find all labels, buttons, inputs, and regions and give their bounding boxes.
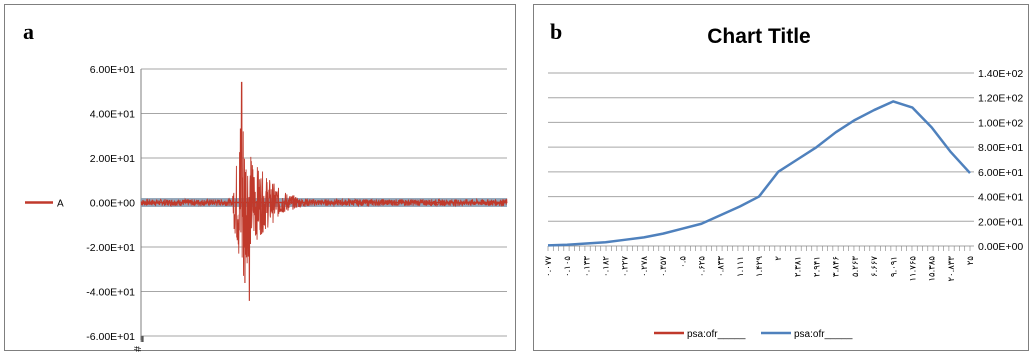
x-category-label: ۲۵	[966, 256, 976, 266]
legend-label-blue: psa:ofr_____	[794, 329, 853, 340]
x-category-label: ۰.۸۳۳	[717, 256, 727, 277]
y-tick-label: 4.00E+01	[978, 192, 1023, 204]
y-tick-label: -4.00E+01	[86, 287, 135, 299]
x-category-label: ۰.۱۰۵	[563, 256, 573, 277]
y-tick-label: 1.40E+02	[978, 68, 1023, 80]
x-category-label: ۳.۸۴۶	[832, 256, 842, 277]
y-tick-label: 4.00E+01	[90, 109, 135, 121]
x-category-label: ۱.۱۱۱	[736, 256, 746, 277]
x-category-label: ۱۱.۷۶۵	[908, 256, 918, 282]
x-category-label: ۵.۲۶۳	[851, 256, 861, 277]
y-tick-label: -6.00E+01	[86, 331, 135, 343]
y-tick-label: -2.00E+01	[86, 242, 135, 254]
y-tick-label: 0.00E+00	[90, 198, 135, 210]
x-category-label: ۱.۴۲۹	[755, 256, 765, 277]
x-category-label: ۲	[774, 256, 784, 261]
legend-label-red: psa:ofr_____	[687, 329, 746, 340]
x-category-label: ۲۰.۸۳۳	[947, 256, 957, 282]
x-category-label: ۰.۵	[678, 256, 688, 268]
x-category-label: ۰.۲۷۸	[640, 256, 650, 277]
panel-label-b: b	[550, 19, 563, 44]
waveform-chart: 6.00E+01 4.00E+01 2.00E+01 0.00E+00 -2.00E+0…	[25, 64, 508, 352]
legend-label-a: A	[57, 199, 64, 210]
series-a-line	[140, 81, 508, 301]
x-category-label: ۰.۱۸۲	[602, 256, 612, 277]
series-psa-blue-line	[547, 100, 971, 247]
psa-curve-chart: Chart Title 1.40E+02 1.20E+02 1.00E+02 8.00E…	[544, 25, 1023, 340]
x-category-label: ۰.۱۳۳	[582, 256, 592, 277]
chart-panel-b: b Chart Title 1.40E+02 1.20E+02 1.00E+02 8.0…	[533, 4, 1029, 351]
y-tick-label: 6.00E+01	[978, 167, 1023, 179]
x-tick-labels: 1,###	[132, 346, 144, 352]
x-category-label: ۰.۶۲۵	[697, 256, 707, 277]
x-category-label: ۰.۲۲۷	[621, 256, 631, 277]
x-category-label: ۰.۰۷۷	[544, 256, 554, 277]
x-category-label: ۲.۳۸۱	[793, 256, 803, 277]
y-tick-label: 6.00E+01	[90, 64, 135, 76]
x-category-label: ۰.۳۵۷	[659, 256, 669, 277]
chart-title: Chart Title	[707, 25, 810, 48]
x-category-label: ۹.۰۹۱	[889, 256, 899, 277]
x-category-label: ۲.۹۴۱	[813, 256, 823, 277]
y-tick-label: 8.00E+01	[978, 142, 1023, 154]
y-tick-label: 2.00E+01	[90, 153, 135, 165]
y-tick-label: 1.20E+02	[978, 93, 1023, 105]
y-tick-label: 2.00E+01	[978, 216, 1023, 228]
panel-label-a: a	[23, 19, 34, 44]
y-tick-label: 1.00E+02	[978, 117, 1023, 129]
chart-panel-a: a 6.00E+01 4.00E+01 2.00E+01 0.00E+00 -2.00E…	[4, 4, 516, 352]
y-tick-label: 0.00E+00	[978, 241, 1023, 253]
x-category-label: ۶.۶۶۷	[870, 256, 880, 277]
x-category-label: ۱۵.۳۸۵	[928, 256, 938, 282]
